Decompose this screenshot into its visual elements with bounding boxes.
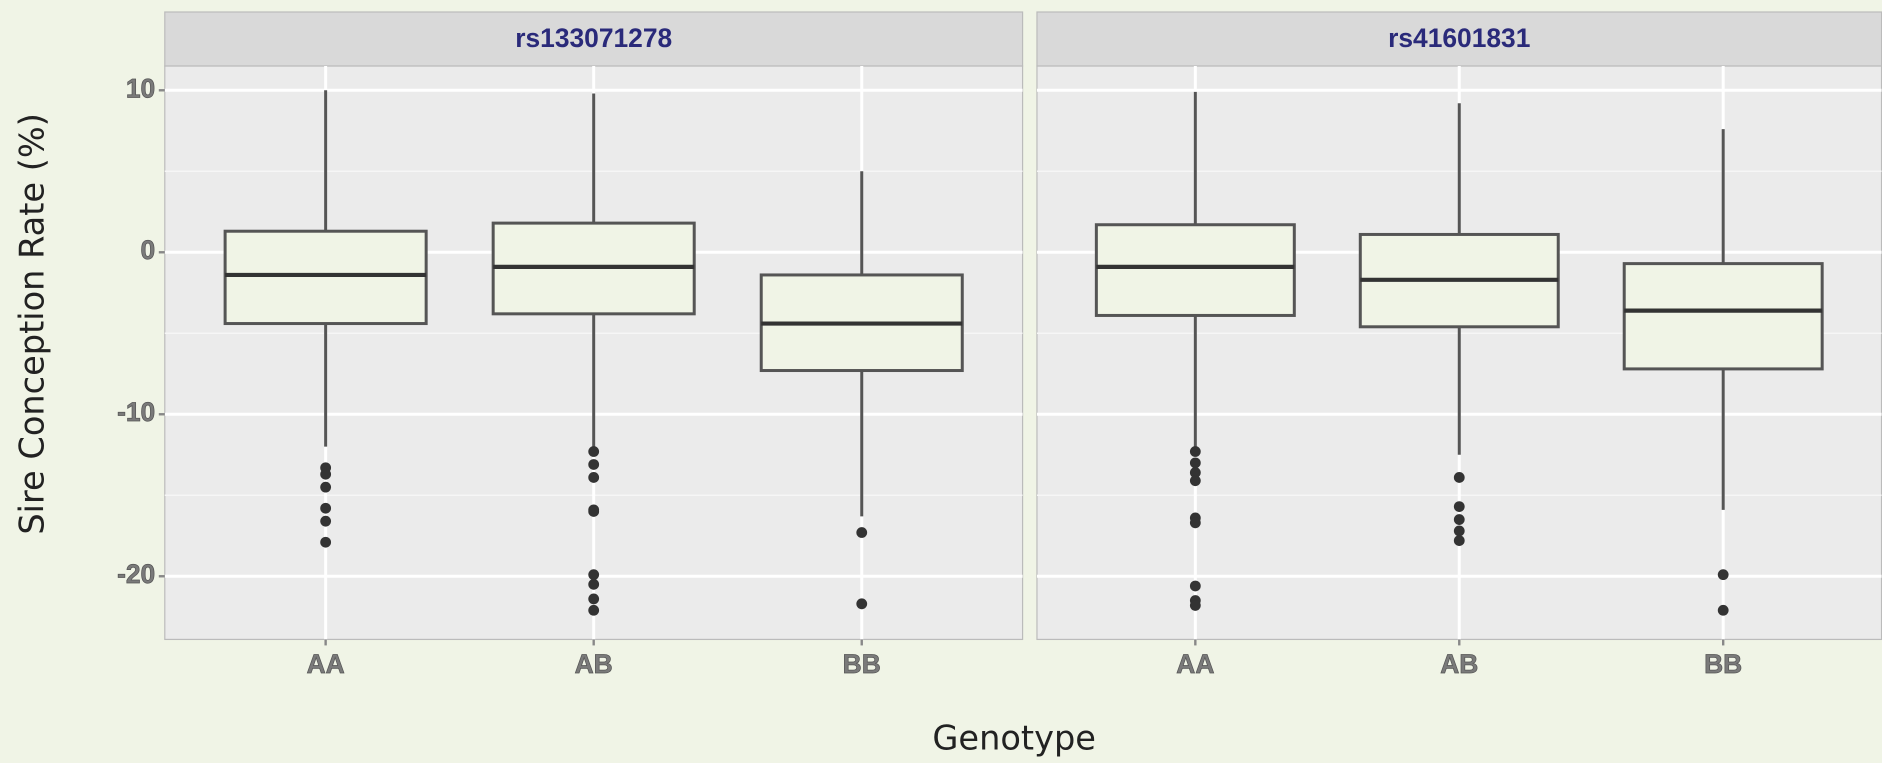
- y-tick-label: 0: [141, 235, 156, 265]
- outlier: [1189, 467, 1201, 478]
- x-tick-label: BB: [1704, 649, 1742, 679]
- box: [1094, 223, 1296, 317]
- outlier: [1453, 501, 1465, 512]
- outlier: [320, 502, 332, 514]
- outlier: [1189, 457, 1201, 469]
- x-tick-label: AB: [1440, 649, 1478, 679]
- outlier: [1453, 514, 1465, 525]
- outlier: [320, 536, 332, 548]
- y-axis-title: Sire Conception Rate (%): [13, 113, 52, 535]
- outlier: [1453, 525, 1465, 537]
- outlier: [856, 598, 868, 610]
- outlier: [1189, 475, 1201, 487]
- strip-background: [164, 11, 1024, 67]
- outlier: [588, 506, 600, 517]
- outlier: [1453, 472, 1465, 483]
- strip-background: [1036, 11, 1882, 67]
- box: [1622, 262, 1824, 371]
- y-tick-label: -10: [117, 397, 155, 427]
- outlier: [320, 468, 332, 480]
- outlier: [320, 481, 332, 493]
- strip-label: rs133071278: [515, 23, 672, 53]
- strip-label: rs41601831: [1388, 23, 1530, 53]
- y-tick-label: -20: [117, 559, 155, 589]
- outlier: [1453, 535, 1465, 547]
- outlier: [588, 604, 600, 616]
- outlier: [1717, 604, 1729, 616]
- outlier: [588, 593, 600, 605]
- outlier: [588, 446, 600, 457]
- x-tick-label: AB: [575, 649, 613, 679]
- y-tick-label: 10: [126, 73, 155, 103]
- outlier: [1189, 517, 1201, 529]
- outlier: [1189, 600, 1201, 611]
- x-axis-title: Genotype: [932, 719, 1096, 758]
- x-tick-label: AA: [1176, 649, 1214, 679]
- outlier: [588, 472, 600, 483]
- x-tick-label: BB: [843, 649, 881, 679]
- outlier: [1189, 580, 1201, 592]
- outlier: [588, 569, 600, 581]
- outlier: [1189, 446, 1201, 457]
- outlier: [588, 578, 600, 590]
- outlier: [320, 515, 332, 527]
- x-tick-label: AA: [307, 649, 345, 679]
- outlier: [588, 459, 600, 470]
- outlier: [856, 527, 868, 538]
- box: [223, 229, 428, 326]
- outlier: [1717, 569, 1729, 581]
